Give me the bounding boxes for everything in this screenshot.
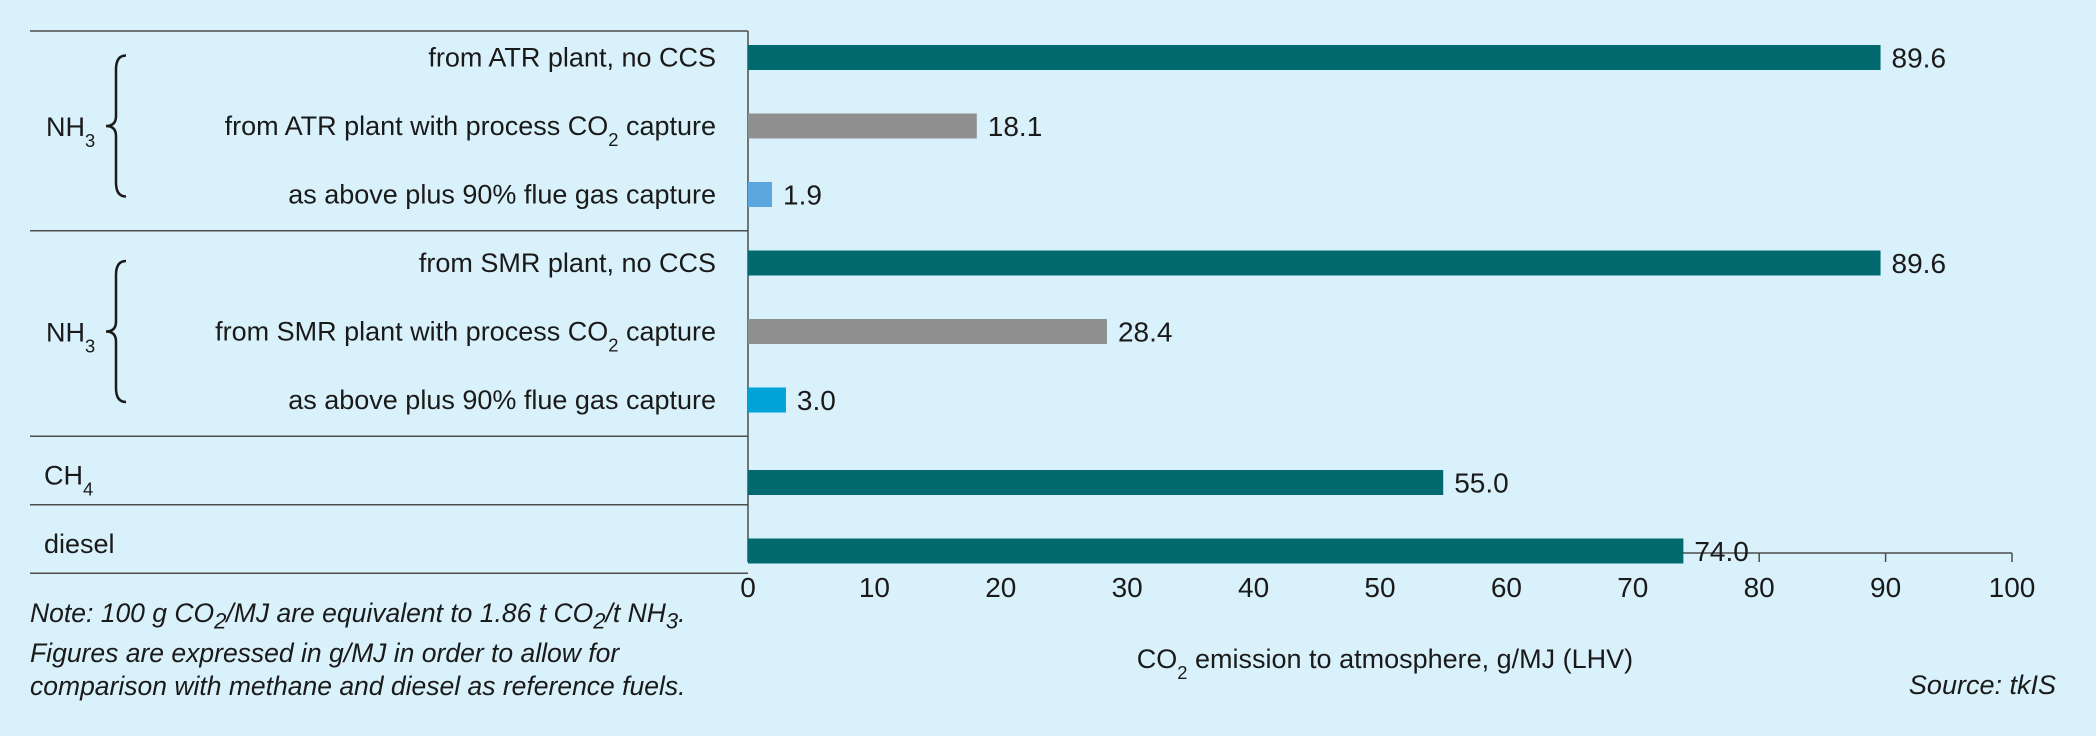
bar	[748, 45, 1881, 70]
x-tick-label: 90	[1870, 572, 1901, 603]
x-tick-label: 80	[1744, 572, 1775, 603]
footnote-line-2: Figures are expressed in g/MJ in order t…	[30, 638, 620, 669]
group-brace	[105, 259, 127, 404]
row-label: from ATR plant with process CO2 capture	[225, 111, 716, 150]
footnote-line-3: comparison with methane and diesel as re…	[30, 671, 686, 702]
row-label: from SMR plant, no CCS	[419, 248, 716, 278]
group-label: diesel	[44, 529, 115, 559]
x-axis-label: CO2 emission to atmosphere, g/MJ (LHV)	[1137, 644, 1633, 683]
bar-value-label: 28.4	[1118, 317, 1173, 348]
x-tick-label: 70	[1617, 572, 1648, 603]
group-label: NH3	[46, 318, 95, 357]
bar	[748, 182, 773, 207]
bar-value-label: 55.0	[1454, 468, 1509, 499]
bar-value-label: 89.6	[1892, 43, 1947, 74]
footnote: Note: 100 g CO2/MJ are equivalent to 1.8…	[30, 597, 750, 703]
x-tick-label: 60	[1491, 572, 1522, 603]
group-label: CH4	[44, 461, 93, 500]
row-label: as above plus 90% flue gas capture	[288, 385, 716, 415]
row-label: as above plus 90% flue gas capture	[288, 180, 716, 210]
group-label: NH3	[46, 112, 95, 151]
x-tick-label: 50	[1364, 572, 1395, 603]
bar-value-label: 3.0	[797, 385, 836, 416]
bar-value-label: 74.0	[1694, 536, 1749, 567]
footnote-line-1: Note: 100 g CO2/MJ are equivalent to 1.8…	[30, 598, 686, 634]
row-label: from SMR plant with process CO2 capture	[215, 317, 716, 356]
x-tick-label: 10	[859, 572, 890, 603]
bar-value-label: 18.1	[988, 111, 1042, 142]
x-tick-label: 20	[985, 572, 1016, 603]
bar	[748, 250, 1881, 276]
bar	[748, 470, 1444, 495]
x-tick-label: 100	[1989, 572, 2036, 603]
x-tick-label: 0	[740, 572, 756, 603]
group-brace	[105, 54, 127, 198]
source-credit: Source: tkIS	[1908, 670, 2056, 700]
x-tick-label: 40	[1238, 572, 1269, 603]
bar-value-label: 89.6	[1892, 248, 1947, 279]
bar	[748, 538, 1684, 564]
bar	[748, 319, 1107, 344]
bar	[748, 387, 786, 413]
x-tick-label: 30	[1112, 572, 1143, 603]
row-label: from ATR plant, no CCS	[428, 43, 716, 73]
bar	[748, 113, 977, 139]
bar-value-label: 1.9	[783, 180, 822, 211]
